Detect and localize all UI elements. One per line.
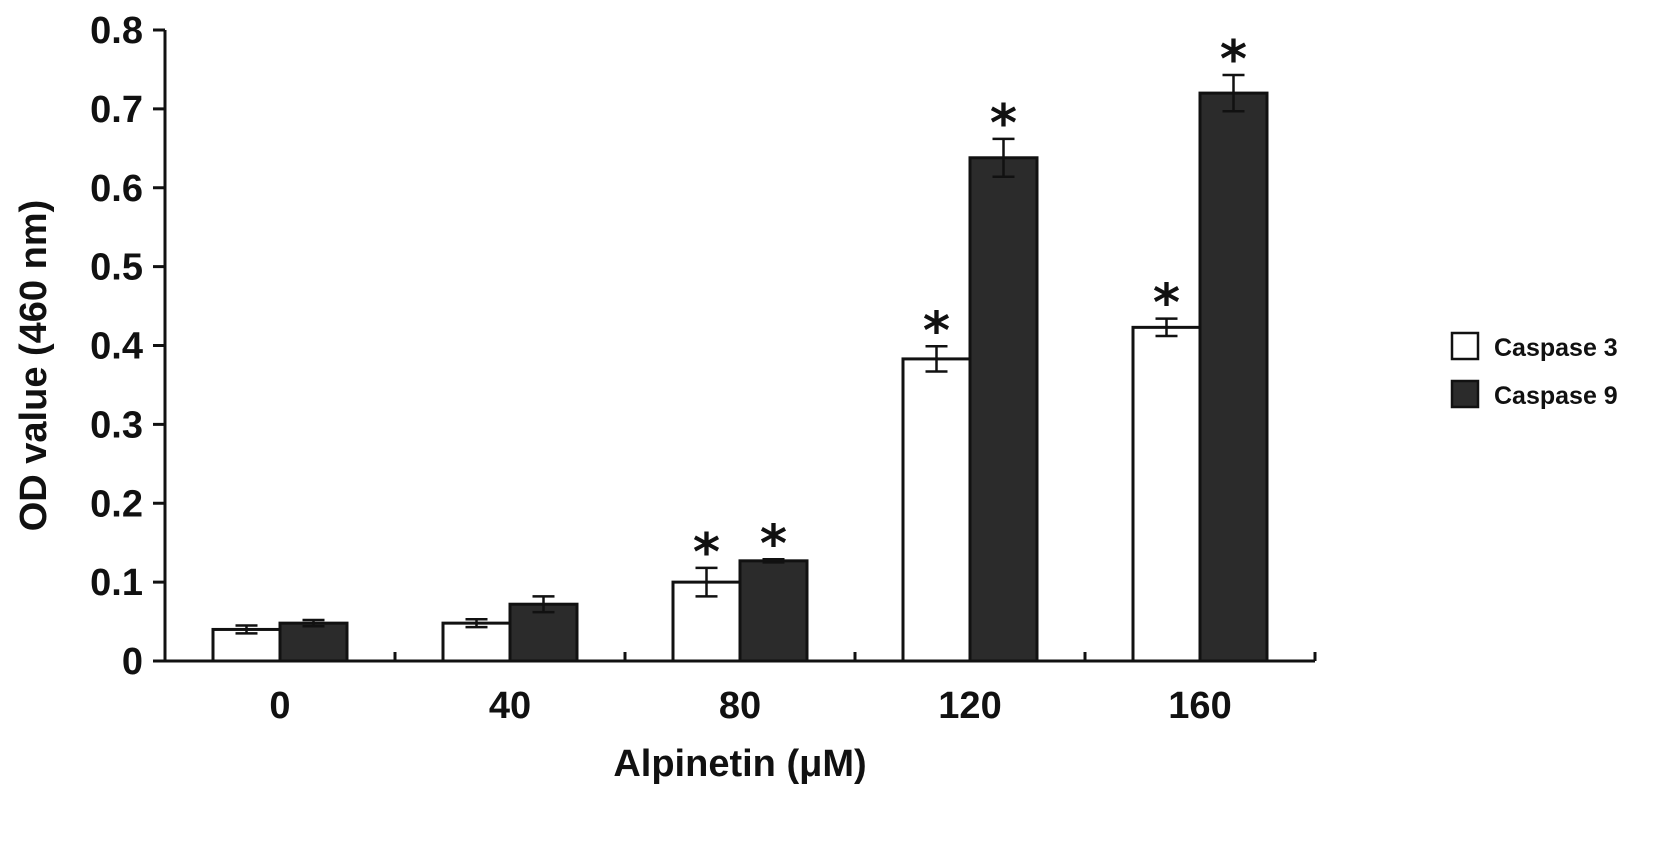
error-bar-caspase-9 — [992, 137, 1015, 178]
bar-caspase-9 — [968, 156, 1039, 663]
bar-caspase-9 — [738, 559, 809, 663]
x-tick-label: 80 — [719, 685, 761, 727]
legend-item-caspase-3: Caspase 3 — [1450, 331, 1618, 362]
bars-layer — [211, 91, 1269, 663]
error-bar-caspase-9 — [302, 618, 325, 628]
error-bar-caspase-9 — [1222, 73, 1245, 113]
x-tick-label: 0 — [269, 685, 290, 727]
error-bar-caspase-3 — [695, 566, 718, 598]
error-bar-caspase-3 — [235, 624, 258, 635]
x-tick-label: 40 — [489, 685, 531, 727]
error-bar-caspase-9 — [762, 558, 785, 564]
y-tick-label: 0 — [122, 641, 143, 683]
y-tick-label: 0.6 — [90, 168, 143, 210]
y-tick-label: 0.5 — [90, 247, 143, 289]
y-tick-label: 0.1 — [90, 562, 143, 604]
legend-item-caspase-9: Caspase 9 — [1450, 379, 1618, 410]
x-tick-label: 160 — [1168, 685, 1231, 727]
legend: Caspase 3 Caspase 9 — [1450, 331, 1618, 410]
legend-label-caspase-3: Caspase 3 — [1494, 334, 1618, 362]
error-bar-caspase-3 — [465, 617, 488, 629]
significance-star: * — [923, 301, 950, 361]
significance-star: * — [693, 523, 720, 583]
significance-markers-layer: * * * * * * — [693, 30, 1247, 583]
y-ticks-layer: 0 0.1 0.2 0.3 0.4 0.5 0.6 0.7 0.8 — [90, 10, 165, 683]
significance-star: * — [1153, 274, 1180, 334]
y-tick-label: 0.4 — [90, 326, 143, 368]
bar-caspase-9 — [278, 621, 349, 663]
error-bar-caspase-3 — [925, 345, 948, 373]
significance-star: * — [760, 514, 787, 574]
y-tick-label: 0.8 — [90, 10, 143, 52]
legend-swatch-caspase-9 — [1450, 379, 1480, 409]
x-tick-label: 120 — [938, 685, 1001, 727]
bar-caspase-3 — [1131, 325, 1202, 663]
bar-caspase-3 — [901, 357, 972, 663]
x-ticks-layer: 0 40 80 120 160 — [269, 652, 1317, 727]
y-tick-label: 0.7 — [90, 89, 143, 131]
error-bar-caspase-9 — [532, 595, 555, 614]
y-axis-title: OD value (460 nm) — [13, 200, 55, 532]
legend-label-caspase-9: Caspase 9 — [1494, 382, 1618, 410]
legend-swatch-caspase-3 — [1450, 331, 1480, 361]
significance-star: * — [990, 94, 1017, 154]
error-bar-caspase-3 — [1155, 317, 1178, 338]
y-tick-label: 0.2 — [90, 483, 143, 525]
bar-caspase-9 — [1198, 91, 1269, 663]
x-axis-title: Alpinetin (μM) — [613, 743, 866, 785]
significance-star: * — [1220, 30, 1247, 90]
y-tick-label: 0.3 — [90, 404, 143, 446]
error-bars-layer — [235, 73, 1245, 635]
bar-caspase-3 — [441, 621, 512, 663]
